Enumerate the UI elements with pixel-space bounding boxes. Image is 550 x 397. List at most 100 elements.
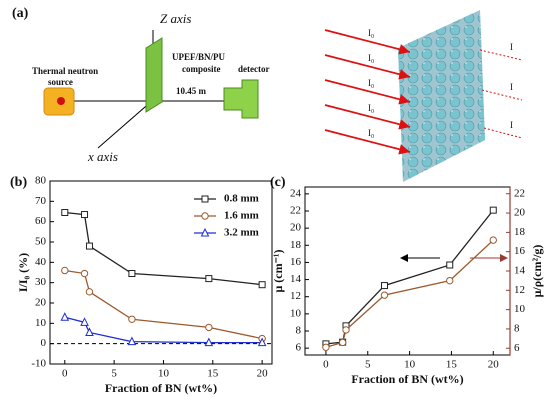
data-point [338,338,347,347]
data-point [380,291,389,299]
intensity-label: I [510,82,513,92]
data-point [489,206,497,214]
diagram-label: composite [182,64,221,74]
y-tick-label: 24 [290,187,302,199]
y2-tick-label: 14 [514,265,526,277]
data-point [85,242,93,250]
intensity-label: I₀ [368,128,374,138]
legend-marker [201,195,209,203]
intensity-label: I [510,120,513,130]
y-tick-label: -10 [31,358,46,370]
slab-pattern [398,10,485,182]
y2-tick-label: 16 [514,245,526,257]
data-point [205,275,213,283]
transmitted-line [479,49,523,61]
data-point [85,327,94,336]
x-tick-label: 20 [257,368,269,380]
y-tick-label: 18 [290,239,302,251]
y-tick-label: 20 [290,222,302,234]
diagram-label: 10.45 m [176,86,207,96]
data-point [80,317,89,326]
y-tick-label: 80 [35,175,47,187]
data-point [205,323,213,332]
arrow-head [500,254,508,262]
incident-arrow [324,54,411,80]
x-tick-label: 15 [446,359,458,371]
data-point [342,326,350,334]
data-point [61,266,69,275]
y-tick-label: 8 [296,325,302,337]
series-line [64,211,263,286]
data-point [257,337,267,347]
diagram-label: Z axis [160,11,191,26]
data-point [127,336,137,346]
y-tick-label: 0 [41,337,47,349]
y2-tick-label: 8 [514,322,520,334]
x-tick-label: 5 [111,368,117,380]
incident-arrow [324,79,411,105]
legend-label: 1.6 mm [224,210,259,222]
transmitted-line [481,89,523,101]
diagram-label: source [48,77,73,87]
x-tick-label: 20 [488,359,500,371]
y-tick-label: 60 [35,215,47,227]
data-point [85,288,94,296]
setup-diagram: Thermal neutron source Z axis x axis UPE… [32,11,269,164]
legend-label: 3.2 mm [224,227,259,239]
y-tick-label: 10 [35,317,47,329]
data-point [61,209,69,217]
x-axis-label: Fraction of BN (wt%) [105,381,217,395]
series-line [64,316,263,344]
panel-label: (b) [10,175,27,190]
plot-frame [49,180,273,365]
x-tick-label: 15 [207,368,219,380]
diagram-label: Thermal neutron [32,66,98,76]
intensity-label: I₀ [368,78,374,88]
y-tick-label: 50 [35,236,47,248]
intensity-label: I₀ [368,53,374,63]
y2-tick-label: 10 [514,303,526,315]
x-tick-label: 10 [158,368,170,380]
y2-tick-label: 12 [514,284,525,296]
y-tick-label: 10 [290,307,302,319]
y2-tick-label: 20 [514,207,526,219]
y-tick-label: 16 [290,256,302,268]
intensity-label: I [510,42,513,52]
legend-marker [201,212,209,220]
legend-marker [200,227,210,237]
y-tick-label: 20 [35,297,47,309]
diagram-label: x axis [87,149,118,164]
series-line [325,209,494,345]
y-axis-label: I/I₀ (%) [16,253,30,292]
composite-plate [145,37,163,113]
y-tick-label: 30 [35,276,47,288]
incident-arrow [324,129,411,155]
x-axis-label: Fraction of BN (wt%) [351,372,463,386]
y2-axis-label: μ/ρ(cm²/g) [530,245,544,298]
direction-arrows [400,254,508,262]
data-point [81,211,89,219]
data-point [60,312,70,321]
source-dot [57,97,65,105]
diagram-label: detector [238,64,269,74]
data-point [446,261,454,269]
y2-tick-label: 18 [514,226,526,238]
panel-label: (c) [270,175,286,190]
diagram-label: UPEF/BN/PU [172,52,225,62]
data-point [322,343,330,351]
legend-label: 0.8 mm [224,193,259,205]
y-tick-label: 6 [296,342,302,354]
x-tick-label: 10 [404,359,416,371]
panel-label: (a) [12,6,29,21]
data-point [489,236,497,244]
shield-illustration: I₀ I₀ I₀ I₀ I₀ I I I [324,10,523,182]
data-point [128,315,136,323]
y2-tick-label: 22 [514,187,525,199]
x-tick-label: 5 [365,359,371,371]
data-point [446,276,454,285]
y-tick-label: 12 [290,290,301,302]
x-tick-label: 0 [323,359,329,371]
x-tick-label: 0 [62,368,68,380]
transmitted-line [483,127,523,139]
